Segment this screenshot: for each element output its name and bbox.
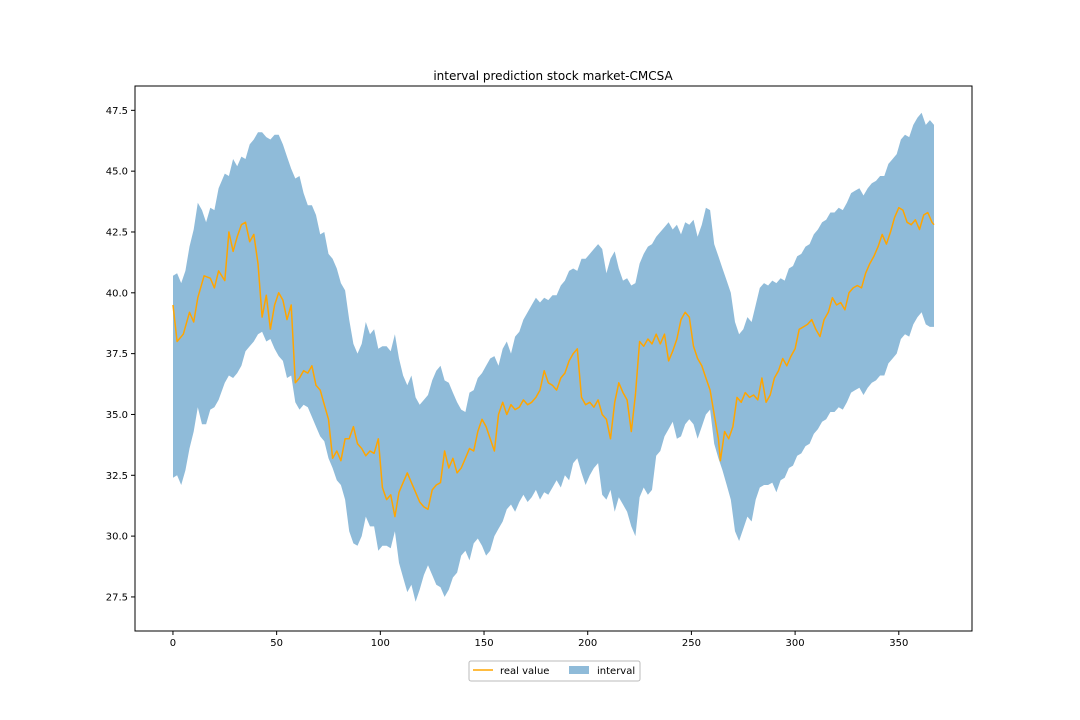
y-tick-label: 32.5 (106, 471, 128, 482)
x-tick-label: 50 (270, 638, 283, 649)
interval-band (173, 112, 934, 602)
legend-interval-label: interval (597, 666, 635, 677)
y-axis: 27.5 30.0 32.5 35.0 37.5 40.0 42.5 45.0 47.5 (106, 106, 135, 603)
legend: real value interval (468, 660, 641, 682)
x-tick-label: 150 (474, 638, 493, 649)
y-tick-label: 27.5 (106, 592, 128, 603)
y-tick-label: 47.5 (106, 106, 128, 117)
x-tick-label: 100 (371, 638, 390, 649)
y-tick-label: 37.5 (106, 349, 128, 360)
chart-title: interval prediction stock market-CMCSA (433, 69, 673, 83)
y-tick-label: 30.0 (106, 532, 128, 543)
y-tick-label: 45.0 (106, 167, 128, 178)
axes-frame (134, 85, 973, 632)
plot-area (172, 112, 935, 602)
y-tick-label: 35.0 (106, 410, 128, 421)
x-tick-label: 250 (682, 638, 701, 649)
legend-real-value-label: real value (500, 666, 549, 677)
y-tick-label: 40.0 (106, 288, 128, 299)
y-tick-label: 42.5 (106, 227, 128, 238)
x-tick-label: 200 (578, 638, 597, 649)
x-tick-label: 350 (889, 638, 908, 649)
legend-interval-swatch (569, 666, 589, 674)
x-tick-label: 300 (786, 638, 805, 649)
real-value-line (172, 206, 935, 518)
x-axis: 0 50 100 150 200 250 300 350 (170, 631, 908, 649)
legend-box (468, 660, 641, 682)
x-tick-label: 0 (170, 638, 176, 649)
